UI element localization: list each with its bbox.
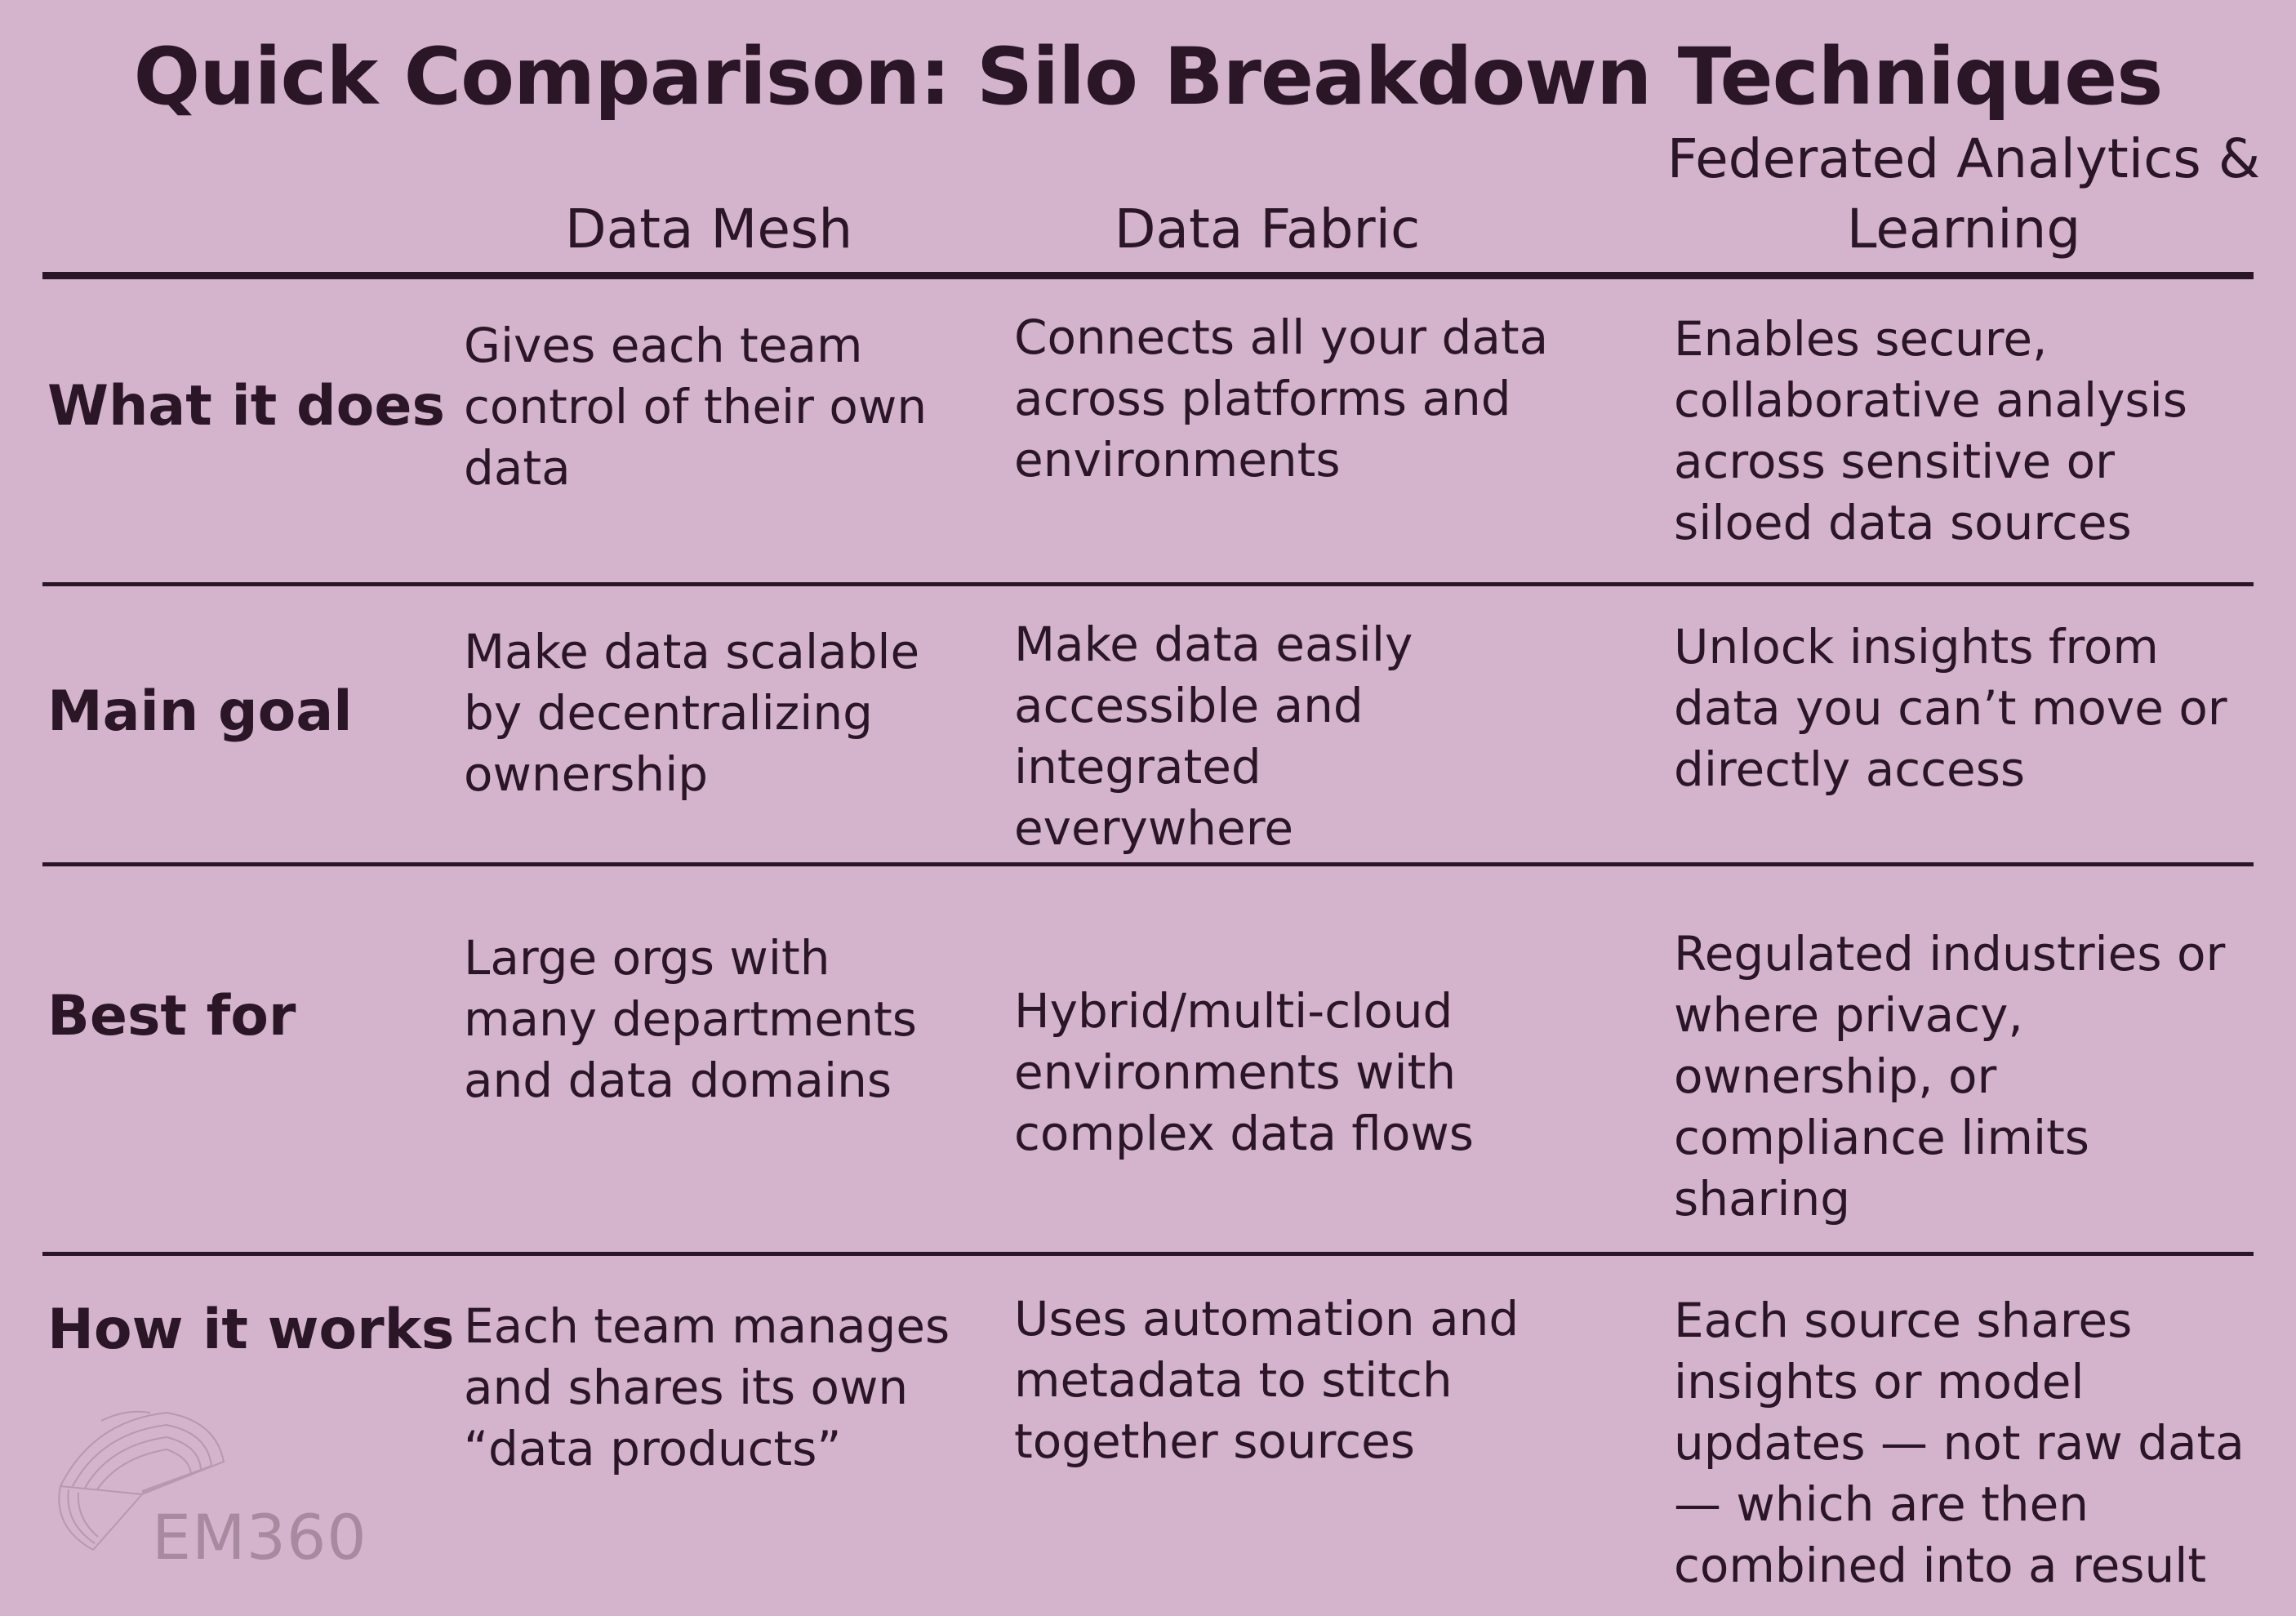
cell-what-it-does-data-fabric: Connects all your data across platforms … bbox=[1014, 309, 1549, 487]
cell-main-goal-data-mesh: Make data scalable by decentralizing own… bbox=[464, 624, 920, 802]
row-divider bbox=[42, 1252, 2254, 1256]
cell-best-for-data-fabric: Hybrid/multi-cloud environments with com… bbox=[1014, 983, 1474, 1161]
row-label-main-goal: Main goal bbox=[47, 679, 353, 744]
cell-what-it-does-data-mesh: Gives each team control of their own dat… bbox=[464, 318, 928, 496]
em360-logo-icon bbox=[58, 1410, 225, 1551]
row-divider bbox=[42, 862, 2254, 866]
cell-how-it-works-data-mesh: Each team manages and shares its own “da… bbox=[464, 1298, 950, 1476]
cell-best-for-data-mesh: Large orgs with many departments and dat… bbox=[464, 930, 917, 1108]
row-label-best-for: Best for bbox=[47, 984, 296, 1048]
header-divider bbox=[42, 272, 2254, 279]
row-label-what-it-does: What it does bbox=[47, 374, 445, 439]
cell-how-it-works-federated: Each source shares insights or model upd… bbox=[1674, 1293, 2245, 1593]
column-header-federated-analytics: Federated Analytics & Learning bbox=[1666, 127, 2261, 260]
cell-best-for-federated: Regulated industries or where privacy, o… bbox=[1674, 926, 2226, 1226]
cell-main-goal-federated: Unlock insights from data you can’t move… bbox=[1674, 619, 2227, 797]
column-header-data-mesh: Data Mesh bbox=[564, 198, 853, 260]
column-header-data-fabric: Data Fabric bbox=[1114, 198, 1421, 260]
row-label-how-it-works: How it works bbox=[47, 1298, 455, 1362]
page-title: Quick Comparison: Silo Breakdown Techniq… bbox=[133, 31, 2164, 122]
em360-logo-text: EM360 bbox=[152, 1501, 367, 1574]
cell-what-it-does-federated: Enables secure, collaborative analysis a… bbox=[1674, 311, 2187, 550]
row-divider bbox=[42, 582, 2254, 586]
cell-how-it-works-data-fabric: Uses automation and metadata to stitch t… bbox=[1014, 1291, 1520, 1469]
cell-main-goal-data-fabric: Make data easily accessible and integrat… bbox=[1014, 617, 1413, 856]
